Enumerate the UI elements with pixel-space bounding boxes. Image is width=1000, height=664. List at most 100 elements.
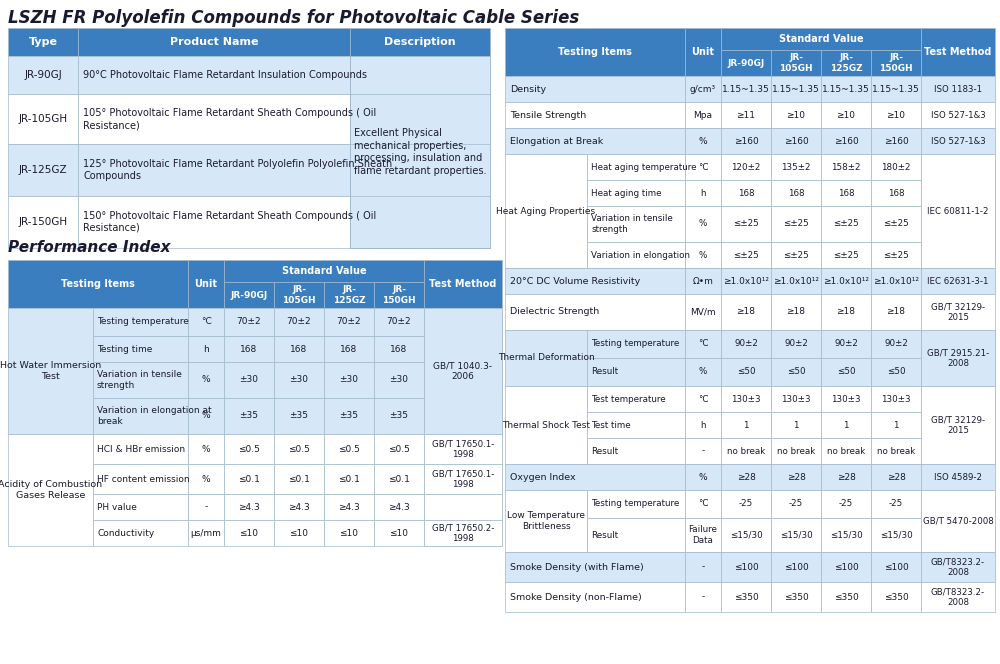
Bar xyxy=(324,520,374,546)
Text: 120±2: 120±2 xyxy=(731,163,761,171)
Bar xyxy=(871,76,921,102)
Bar xyxy=(871,518,921,552)
Bar xyxy=(771,242,821,268)
Bar xyxy=(821,294,871,330)
Text: ≥160: ≥160 xyxy=(784,137,808,145)
Bar xyxy=(374,434,424,464)
Text: ≥11: ≥11 xyxy=(736,110,756,120)
Text: GB/T 17650.2-
1998: GB/T 17650.2- 1998 xyxy=(432,523,494,543)
Bar xyxy=(424,434,502,464)
Text: ≥1.0x10¹²: ≥1.0x10¹² xyxy=(773,276,819,286)
Bar xyxy=(274,398,324,434)
Text: Product Name: Product Name xyxy=(170,37,258,47)
Text: Elongation at Break: Elongation at Break xyxy=(510,137,603,145)
Text: Dielectric Strength: Dielectric Strength xyxy=(510,307,599,317)
Bar xyxy=(871,330,921,358)
Text: 20°C DC Volume Resistivity: 20°C DC Volume Resistivity xyxy=(510,276,640,286)
Bar xyxy=(424,464,502,494)
Text: %: % xyxy=(699,220,707,228)
Text: Testing Items: Testing Items xyxy=(61,279,135,289)
Text: IEC 62631-3-1: IEC 62631-3-1 xyxy=(927,276,989,286)
Bar xyxy=(921,128,995,154)
Text: Description: Description xyxy=(384,37,456,47)
Text: ≥18: ≥18 xyxy=(786,307,806,317)
Text: ≤15/30: ≤15/30 xyxy=(880,531,912,539)
Bar xyxy=(505,386,587,464)
Text: Mpa: Mpa xyxy=(694,110,712,120)
Bar xyxy=(505,154,587,268)
Text: no break: no break xyxy=(877,446,915,456)
Text: Unit: Unit xyxy=(194,279,218,289)
Text: ≥10: ≥10 xyxy=(836,110,856,120)
Bar xyxy=(93,398,188,434)
Bar xyxy=(921,206,995,242)
Bar xyxy=(871,358,921,386)
Bar xyxy=(821,50,871,76)
Text: °C: °C xyxy=(698,339,708,349)
Text: 130±3: 130±3 xyxy=(781,394,811,404)
Bar xyxy=(685,242,721,268)
Bar xyxy=(721,412,771,438)
Text: ±30: ±30 xyxy=(340,376,358,384)
Text: Ω•m: Ω•m xyxy=(693,276,713,286)
Bar xyxy=(721,180,771,206)
Text: Variation in elongation at
break: Variation in elongation at break xyxy=(97,406,212,426)
Text: JR-125GZ: JR-125GZ xyxy=(19,165,67,175)
Bar xyxy=(721,358,771,386)
Bar xyxy=(921,154,995,180)
Text: °C: °C xyxy=(698,394,708,404)
Bar xyxy=(721,552,771,582)
Text: JR-
150GH: JR- 150GH xyxy=(879,53,913,73)
Bar xyxy=(274,434,324,464)
Bar xyxy=(685,412,721,438)
Text: LSZH FR Polyolefin Compounds for Photovoltaic Cable Series: LSZH FR Polyolefin Compounds for Photovo… xyxy=(8,9,579,27)
Text: 70±2: 70±2 xyxy=(237,317,261,327)
Text: JR-
150GH: JR- 150GH xyxy=(382,285,416,305)
Text: Testing time: Testing time xyxy=(97,345,152,353)
Text: ≤0.1: ≤0.1 xyxy=(388,475,410,483)
Bar xyxy=(821,358,871,386)
Text: Standard Value: Standard Value xyxy=(779,34,863,44)
Bar xyxy=(921,154,995,268)
Bar xyxy=(78,144,350,196)
Bar xyxy=(685,490,721,518)
Text: ±35: ±35 xyxy=(290,412,308,420)
Bar xyxy=(685,206,721,242)
Text: Low Temperature
Brittleness: Low Temperature Brittleness xyxy=(507,511,585,531)
Text: ±35: ±35 xyxy=(240,412,258,420)
Text: MV/m: MV/m xyxy=(690,307,716,317)
Bar xyxy=(721,50,771,76)
Text: ≥4.3: ≥4.3 xyxy=(338,503,360,511)
Text: ≥18: ≥18 xyxy=(736,307,756,317)
Text: 105° Photovoltaic Flame Retardant Sheath Compounds ( Oil
Resistance): 105° Photovoltaic Flame Retardant Sheath… xyxy=(83,108,376,130)
Text: Variation in elongation: Variation in elongation xyxy=(591,250,690,260)
Text: Variation in tensile
strength: Variation in tensile strength xyxy=(97,370,182,390)
Text: 1: 1 xyxy=(743,420,749,430)
Text: 70±2: 70±2 xyxy=(287,317,311,327)
Bar xyxy=(350,28,490,56)
Bar xyxy=(771,412,821,438)
Text: ISO 527-1&3: ISO 527-1&3 xyxy=(931,110,985,120)
Bar xyxy=(8,144,78,196)
Bar xyxy=(921,330,995,386)
Text: ≥4.3: ≥4.3 xyxy=(288,503,310,511)
Bar xyxy=(921,242,995,268)
Bar xyxy=(821,128,871,154)
Bar xyxy=(921,438,995,464)
Bar xyxy=(424,520,502,546)
Bar xyxy=(871,50,921,76)
Text: 150° Photovoltaic Flame Retardant Sheath Compounds ( Oil
Resistance): 150° Photovoltaic Flame Retardant Sheath… xyxy=(83,211,376,233)
Bar xyxy=(721,490,771,518)
Text: GB/T 32129-
2015: GB/T 32129- 2015 xyxy=(931,415,985,435)
Bar xyxy=(374,362,424,398)
Text: ≤100: ≤100 xyxy=(834,562,858,572)
Bar xyxy=(224,464,274,494)
Text: 158±2: 158±2 xyxy=(831,163,861,171)
Text: ±30: ±30 xyxy=(390,376,409,384)
Bar xyxy=(424,308,502,336)
Text: Performance Index: Performance Index xyxy=(8,240,170,256)
Bar xyxy=(721,102,771,128)
Bar xyxy=(771,128,821,154)
Bar xyxy=(821,386,871,412)
Bar xyxy=(685,330,721,358)
